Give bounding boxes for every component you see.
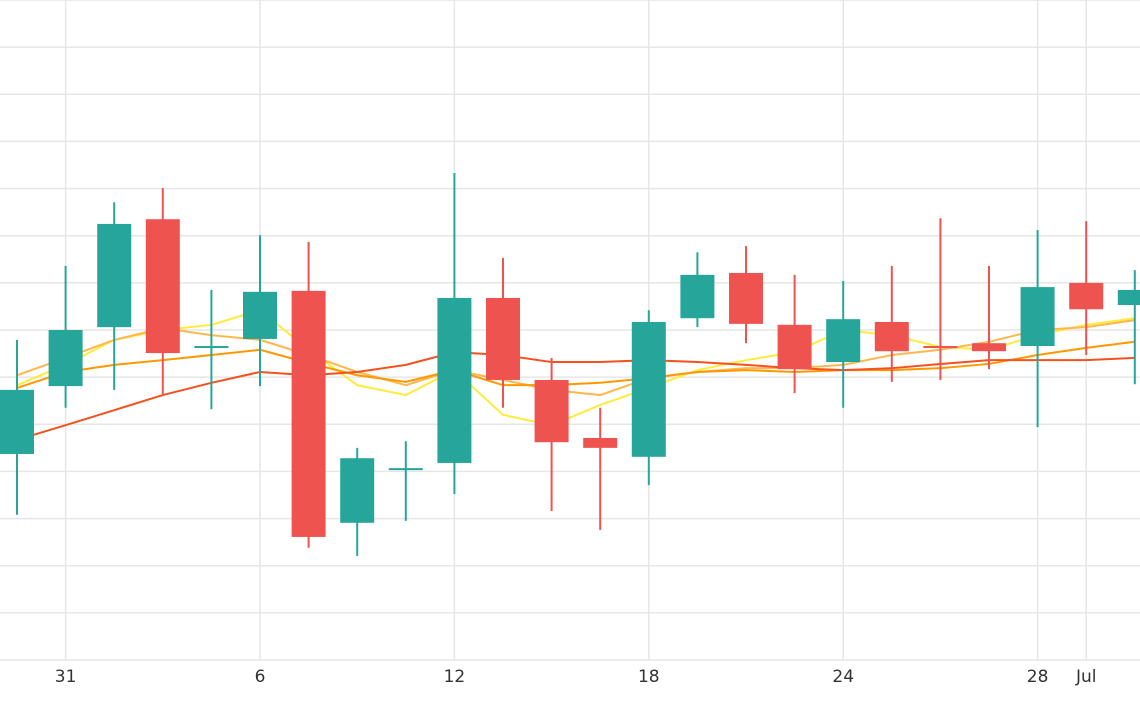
x-tick-label: 24 [832,667,854,687]
ma-line [16,340,1135,389]
candle-body [0,389,34,454]
candle-body [437,297,472,463]
x-tick-label: 28 [1027,667,1049,687]
candle-body [777,324,812,370]
candle-body [583,437,618,448]
candle-body [486,297,520,380]
candle-body [291,290,326,537]
x-tick-label: Jul [1075,667,1097,687]
candle-body [826,319,861,363]
ma-line [16,309,1135,427]
candle-body [534,379,569,443]
candle-body [1117,289,1140,306]
candle-body [243,291,277,339]
candle-body [388,468,423,471]
candle-body [631,321,666,457]
candles [0,173,1140,556]
x-tick-label: 12 [444,667,466,687]
candle-body [1020,287,1055,347]
candle-body [48,330,83,387]
candle-body [923,346,958,349]
x-tick-label: 6 [255,667,266,687]
x-axis: 31 6 12 18 24 28 Jul [55,667,1097,687]
ma-line [16,319,1135,397]
candle-body [874,321,909,352]
candle-body [1069,282,1104,310]
candle-body [340,458,375,523]
candle-body [972,343,1006,352]
candle-body [97,223,132,328]
candle-body [680,274,715,319]
ma-line [16,351,1135,441]
candle-body [194,346,229,349]
candle-body [729,272,763,324]
x-tick-label: 31 [55,667,77,687]
x-tick-label: 18 [638,667,660,687]
candle-body [145,219,180,354]
